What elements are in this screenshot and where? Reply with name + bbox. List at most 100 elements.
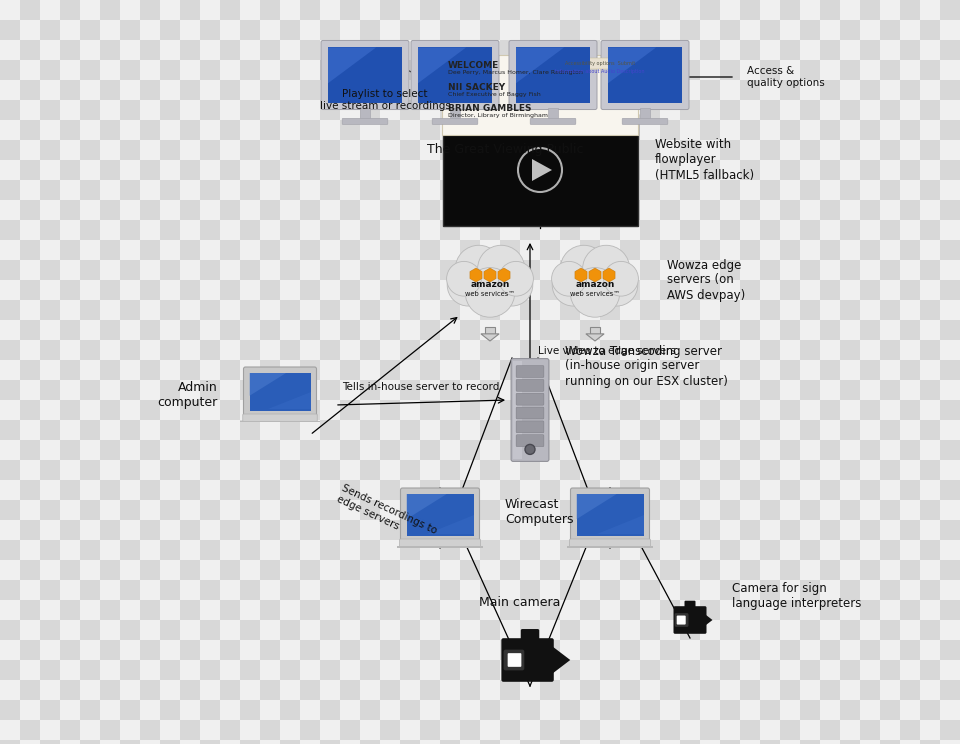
Bar bbox=[520, 100, 540, 120]
Bar bbox=[880, 280, 900, 300]
Bar bbox=[520, 540, 540, 560]
Bar bbox=[680, 420, 700, 440]
Bar bbox=[80, 360, 100, 380]
Bar bbox=[940, 220, 960, 240]
Bar bbox=[220, 620, 240, 640]
Bar bbox=[20, 380, 40, 400]
Polygon shape bbox=[418, 48, 467, 83]
Bar bbox=[360, 340, 380, 360]
Bar bbox=[380, 40, 400, 60]
Bar bbox=[240, 580, 260, 600]
Bar bbox=[60, 560, 80, 580]
Bar bbox=[640, 420, 660, 440]
Bar bbox=[680, 80, 700, 100]
Bar bbox=[940, 560, 960, 580]
Bar bbox=[180, 280, 200, 300]
Bar bbox=[740, 320, 760, 340]
Bar bbox=[660, 540, 680, 560]
Bar bbox=[280, 640, 300, 660]
Bar bbox=[560, 320, 580, 340]
Bar bbox=[580, 660, 600, 680]
Bar bbox=[840, 720, 860, 740]
Bar bbox=[180, 660, 200, 680]
Bar bbox=[900, 220, 920, 240]
Bar bbox=[220, 40, 240, 60]
Bar bbox=[860, 520, 880, 540]
Bar bbox=[460, 40, 480, 60]
Bar bbox=[600, 540, 620, 560]
Bar bbox=[380, 720, 400, 740]
Bar bbox=[160, 200, 180, 220]
Bar bbox=[240, 420, 260, 440]
Bar bbox=[260, 80, 280, 100]
Bar bbox=[420, 700, 440, 720]
Bar bbox=[280, 700, 300, 720]
Polygon shape bbox=[484, 268, 496, 282]
Bar bbox=[580, 640, 600, 660]
Bar bbox=[740, 500, 760, 520]
Bar bbox=[80, 460, 100, 480]
Bar bbox=[940, 200, 960, 220]
Bar bbox=[820, 620, 840, 640]
Bar bbox=[500, 460, 520, 480]
Bar bbox=[720, 200, 740, 220]
Bar bbox=[0, 740, 20, 744]
Bar bbox=[80, 60, 100, 80]
Bar bbox=[880, 680, 900, 700]
Bar bbox=[840, 500, 860, 520]
Bar bbox=[340, 660, 360, 680]
Bar bbox=[720, 320, 740, 340]
Bar bbox=[800, 100, 820, 120]
Bar bbox=[360, 700, 380, 720]
Bar bbox=[140, 240, 160, 260]
Bar bbox=[500, 540, 520, 560]
Bar bbox=[160, 100, 180, 120]
Bar bbox=[740, 680, 760, 700]
Bar bbox=[800, 180, 820, 200]
Bar bbox=[860, 400, 880, 420]
Bar bbox=[800, 640, 820, 660]
Bar bbox=[920, 100, 940, 120]
Bar bbox=[40, 600, 60, 620]
Bar bbox=[420, 640, 440, 660]
Bar bbox=[660, 0, 680, 20]
Bar bbox=[80, 20, 100, 40]
Bar bbox=[700, 320, 720, 340]
Bar bbox=[60, 40, 80, 60]
Bar bbox=[0, 540, 20, 560]
Bar bbox=[260, 340, 280, 360]
Bar bbox=[440, 0, 460, 20]
Bar bbox=[760, 20, 780, 40]
Bar bbox=[640, 100, 660, 120]
Bar bbox=[320, 380, 340, 400]
Bar bbox=[740, 20, 760, 40]
Bar bbox=[500, 280, 520, 300]
Bar bbox=[400, 180, 420, 200]
Bar bbox=[880, 460, 900, 480]
Bar bbox=[560, 580, 580, 600]
Bar bbox=[450, 108, 460, 119]
Bar bbox=[60, 460, 80, 480]
Bar bbox=[400, 540, 420, 560]
Bar bbox=[740, 640, 760, 660]
Bar bbox=[260, 480, 280, 500]
Bar bbox=[0, 660, 20, 680]
Bar bbox=[380, 520, 400, 540]
Bar bbox=[260, 440, 280, 460]
Bar bbox=[300, 0, 320, 20]
Bar bbox=[200, 40, 220, 60]
Bar bbox=[60, 360, 80, 380]
Bar bbox=[120, 540, 140, 560]
Bar bbox=[100, 240, 120, 260]
FancyBboxPatch shape bbox=[509, 40, 597, 109]
Bar bbox=[320, 140, 340, 160]
Bar bbox=[300, 20, 320, 40]
Bar bbox=[460, 500, 480, 520]
Bar bbox=[520, 440, 540, 460]
Bar bbox=[300, 320, 320, 340]
Bar bbox=[0, 80, 20, 100]
Bar bbox=[440, 560, 460, 580]
Bar bbox=[900, 360, 920, 380]
Bar bbox=[680, 700, 700, 720]
Circle shape bbox=[604, 261, 638, 296]
